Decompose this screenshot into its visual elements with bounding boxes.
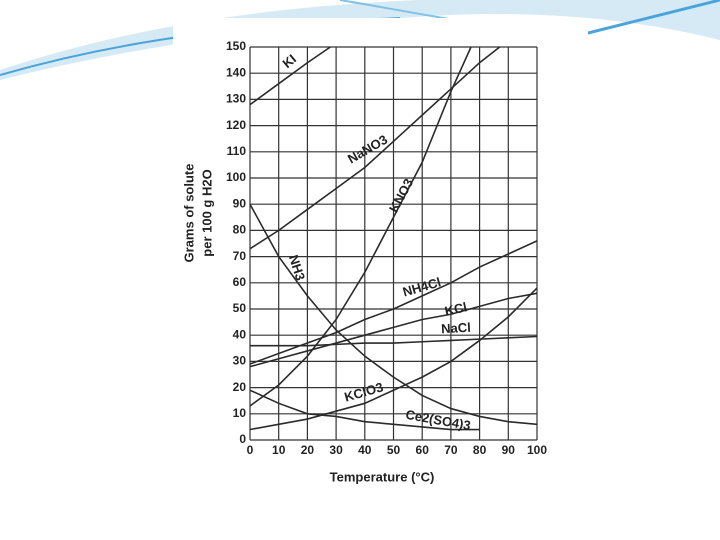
y-tick-label: 0 — [239, 432, 246, 446]
y-tick-label: 110 — [227, 144, 247, 158]
y-tick-label: 40 — [233, 327, 247, 341]
x-axis-label: Temperature (°C) — [330, 469, 435, 484]
y-tick-label: 30 — [233, 354, 247, 368]
x-tick-label: 90 — [502, 443, 516, 457]
x-tick-label: 40 — [358, 443, 372, 457]
x-tick-label: 60 — [416, 443, 430, 457]
curve — [250, 47, 331, 106]
y-tick-label: 70 — [233, 249, 247, 263]
chart: 0 10 20 30 40 50 60 70 80 90 100 0 10 20 30 40 50 60 70 80 9… — [226, 39, 547, 457]
curve — [250, 292, 537, 368]
y-tick-label: 10 — [233, 406, 247, 420]
y-tick-label: 60 — [233, 275, 247, 289]
x-tick-label: 20 — [301, 443, 315, 457]
y-tick-label: 150 — [226, 39, 246, 53]
y-tick-label: 140 — [226, 65, 246, 79]
y-tick-label: 20 — [233, 380, 247, 394]
plot-area — [250, 47, 537, 431]
decor-swoosh — [0, 0, 720, 80]
curve-label: KCl — [443, 299, 468, 318]
curve — [250, 240, 537, 365]
x-tick-label: 70 — [444, 443, 458, 457]
y-tick-label: 100 — [226, 170, 246, 184]
y-axis-label: Grams of solute — [181, 164, 196, 263]
y-tick-label: 120 — [226, 118, 246, 132]
curve — [250, 47, 501, 250]
x-tick-label: 0 — [247, 443, 254, 457]
y-axis-label: per 100 g H2O — [199, 169, 214, 256]
x-tick-label: 80 — [473, 443, 487, 457]
x-tick-label: 100 — [527, 443, 547, 457]
x-tick-label: 30 — [329, 443, 343, 457]
curve — [250, 389, 480, 431]
y-tick-label: 50 — [233, 301, 247, 315]
curve — [250, 203, 537, 426]
curve — [250, 335, 537, 347]
x-tick-label: 50 — [387, 443, 401, 457]
x-tick-label: 10 — [272, 443, 286, 457]
y-tick-label: 90 — [233, 196, 247, 210]
curve — [250, 287, 537, 431]
curve — [250, 47, 472, 407]
y-tick-label: 130 — [226, 92, 246, 106]
curve-label: NaCl — [441, 320, 471, 337]
y-tick-label: 80 — [233, 223, 247, 237]
